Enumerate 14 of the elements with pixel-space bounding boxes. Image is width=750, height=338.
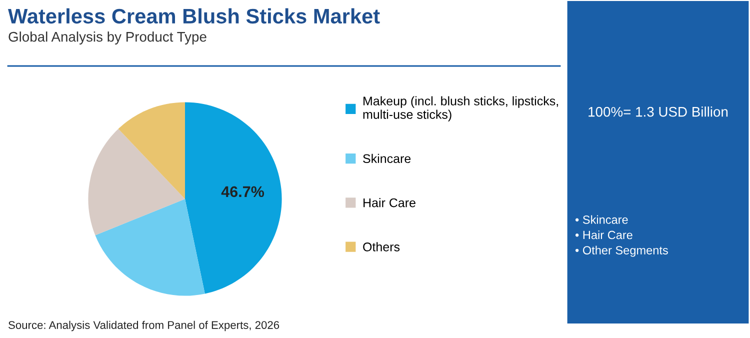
chart-title: Waterless Cream Blush Sticks Market xyxy=(8,8,380,24)
text: 100%= 1.3 USD Billion xyxy=(588,106,728,117)
source-note: Source: Analysis Validated from Panel of Experts, 2026 xyxy=(8,320,280,332)
pie-slice xyxy=(88,128,185,236)
chart-subtitle: Global Analysis by Product Type xyxy=(8,32,206,44)
data-label: 46.7% xyxy=(221,186,264,198)
pie-slice xyxy=(185,102,282,294)
text: • Skincare • Hair Care • Other Segments xyxy=(575,215,668,257)
legend-label: Hair Care xyxy=(364,198,416,208)
legend-label: Makeup (incl. blush sticks, lipsticks, multi-use sticks) xyxy=(363,96,558,122)
pie-slice xyxy=(118,102,185,199)
legend-label: Skincare xyxy=(363,154,411,164)
legend-label: Others xyxy=(363,242,400,252)
pie-slice xyxy=(95,199,205,296)
